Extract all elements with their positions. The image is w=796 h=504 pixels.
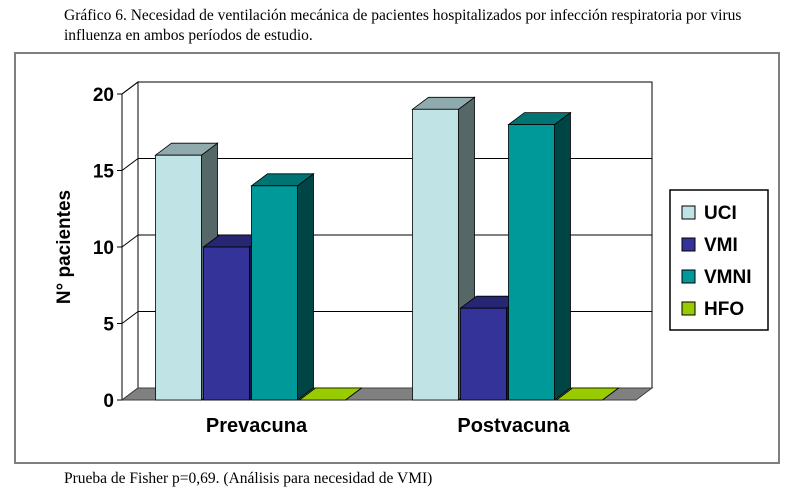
bar-top bbox=[555, 387, 620, 401]
legend-label: VMI bbox=[704, 235, 738, 256]
bar bbox=[412, 108, 459, 401]
legend-swatch bbox=[681, 269, 696, 284]
y-tick-label: 10 bbox=[93, 238, 114, 259]
chart-caption: Gráfico 6. Necesidad de ventilación mecá… bbox=[64, 7, 742, 44]
y-tick-label: 5 bbox=[103, 315, 114, 336]
gridline-side bbox=[121, 311, 139, 324]
x-tick-label: Prevacuna bbox=[206, 415, 308, 437]
gridline-side bbox=[121, 81, 139, 95]
gridline-side bbox=[121, 234, 139, 248]
legend-label: UCI bbox=[704, 203, 737, 224]
legend-label: VMNI bbox=[704, 267, 752, 288]
y-axis-title: N° pacientes bbox=[54, 190, 75, 304]
legend-swatch bbox=[681, 205, 696, 220]
bar-side bbox=[297, 173, 314, 401]
y-tick-label: 20 bbox=[93, 85, 114, 106]
chart-footnote: Prueba de Fisher p=0,69. (Análisis para … bbox=[64, 470, 433, 487]
legend-label: HFO bbox=[704, 299, 744, 320]
legend-swatch bbox=[681, 237, 696, 252]
y-tick-label: 15 bbox=[93, 162, 115, 183]
bar bbox=[155, 154, 202, 401]
bar-side bbox=[554, 111, 571, 401]
bar bbox=[251, 185, 298, 401]
legend-swatch bbox=[681, 301, 696, 316]
bar bbox=[203, 246, 250, 401]
gridline-side bbox=[121, 158, 139, 171]
y-tick-label: 0 bbox=[103, 391, 114, 412]
bar-top bbox=[298, 387, 363, 401]
bar bbox=[460, 307, 507, 401]
x-tick-label: Postvacuna bbox=[457, 415, 570, 437]
bar bbox=[508, 124, 555, 401]
